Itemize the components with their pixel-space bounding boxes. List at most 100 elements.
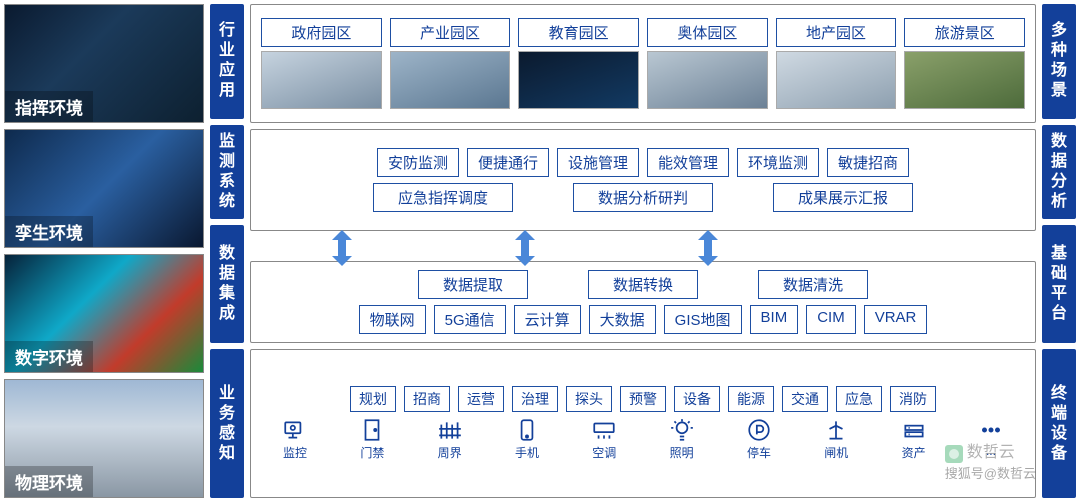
category-label: 基础平台 <box>1042 225 1076 343</box>
tag: 数据清洗 <box>758 270 868 299</box>
icon-label: 空调 <box>592 444 616 461</box>
app-label: 奥体园区 <box>647 18 768 47</box>
app-card: 政府园区 <box>261 18 382 109</box>
app-label: 产业园区 <box>390 18 511 47</box>
terminal-icon-item: 空调 <box>576 418 632 461</box>
panel-integration: 数据提取数据转换数据清洗 物联网5G通信云计算大数据GIS地图BIMCIMVRA… <box>250 261 1036 343</box>
parking-icon <box>746 418 772 442</box>
asset-icon <box>901 418 927 442</box>
tag: 物联网 <box>359 305 426 334</box>
icon-label: 手机 <box>515 444 539 461</box>
fence-icon <box>437 418 463 442</box>
tag: 大数据 <box>589 305 656 334</box>
tag: 设施管理 <box>557 148 639 177</box>
tag: 招商 <box>404 386 450 412</box>
category-label: 业务感知 <box>210 349 244 498</box>
monitor-row2: 应急指挥调度 数据分析研判 成果展示汇报 <box>261 183 1025 212</box>
right-category-bar: 多种场景数据分析基础平台终端设备 <box>1042 4 1076 498</box>
app-thumb <box>776 51 897 109</box>
app-label: 旅游景区 <box>904 18 1025 47</box>
tag: 数据提取 <box>418 270 528 299</box>
monitor-row1: 安防监测便捷通行设施管理能效管理环境监测敏捷招商 <box>261 148 1025 177</box>
env-card: 孪生环境 <box>4 129 204 248</box>
tag: 应急指挥调度 <box>373 183 513 212</box>
diagram-root: 指挥环境 孪生环境 数字环境 物理环境 行业应用监测系统数据集成业务感知 政府园… <box>0 0 1080 502</box>
light-icon <box>669 418 695 442</box>
tag: 预警 <box>620 386 666 412</box>
tag: 安防监测 <box>377 148 459 177</box>
more-icon <box>978 418 1004 442</box>
panel-perception: 规划招商运营治理探头预警设备能源交通应急消防 监控 门禁 周界 手机 空调 照明… <box>250 349 1036 498</box>
app-label: 政府园区 <box>261 18 382 47</box>
tag: CIM <box>806 305 856 334</box>
tag: GIS地图 <box>664 305 742 334</box>
tag: VRAR <box>864 305 928 334</box>
category-label: 数据分析 <box>1042 125 1076 219</box>
tag: 数据分析研判 <box>573 183 713 212</box>
tag: 环境监测 <box>737 148 819 177</box>
terminal-icon-item: 资产 <box>886 418 942 461</box>
panel-monitor: 安防监测便捷通行设施管理能效管理环境监测敏捷招商 应急指挥调度 数据分析研判 成果展… <box>250 129 1036 230</box>
tag: 交通 <box>782 386 828 412</box>
tag: 消防 <box>890 386 936 412</box>
tag: 设备 <box>674 386 720 412</box>
icon-label: 监控 <box>283 444 307 461</box>
category-label: 多种场景 <box>1042 4 1076 119</box>
app-thumb <box>518 51 639 109</box>
terminal-icon-item: 监控 <box>267 418 323 461</box>
arrow-row-top <box>250 237 800 259</box>
phone-icon <box>514 418 540 442</box>
tag: 运营 <box>458 386 504 412</box>
tag: 治理 <box>512 386 558 412</box>
app-thumb <box>261 51 382 109</box>
app-thumb <box>390 51 511 109</box>
app-card: 产业园区 <box>390 18 511 109</box>
category-label: 终端设备 <box>1042 349 1076 498</box>
perception-tags: 规划招商运营治理探头预警设备能源交通应急消防 <box>261 386 1025 412</box>
tag: 能效管理 <box>647 148 729 177</box>
gate-icon <box>359 418 385 442</box>
tag: 能源 <box>728 386 774 412</box>
terminal-icon-item: 闸机 <box>808 418 864 461</box>
env-label: 孪生环境 <box>5 216 93 247</box>
env-label: 数字环境 <box>5 341 93 372</box>
app-thumb <box>647 51 768 109</box>
tag: 云计算 <box>514 305 581 334</box>
app-label: 教育园区 <box>518 18 639 47</box>
tag: 数据转换 <box>588 270 698 299</box>
app-label: 地产园区 <box>776 18 897 47</box>
app-card: 旅游景区 <box>904 18 1025 109</box>
integration-block: 数据提取数据转换数据清洗 物联网5G通信云计算大数据GIS地图BIMCIMVRA… <box>250 237 1036 343</box>
terminal-icon-item: 门禁 <box>344 418 400 461</box>
icon-label: 资产 <box>902 444 926 461</box>
tag: 成果展示汇报 <box>773 183 913 212</box>
perception-icons: 监控 门禁 周界 手机 空调 照明 停车 闸机 资产 ... <box>261 418 1025 461</box>
icon-label: 照明 <box>670 444 694 461</box>
terminal-icon-item: ... <box>963 418 1019 461</box>
left-category-bar: 行业应用监测系统数据集成业务感知 <box>210 4 244 498</box>
monitor-icon <box>282 418 308 442</box>
tag: 敏捷招商 <box>827 148 909 177</box>
env-label: 指挥环境 <box>5 91 93 122</box>
env-card: 指挥环境 <box>4 4 204 123</box>
tag: 5G通信 <box>434 305 506 334</box>
tag: 便捷通行 <box>467 148 549 177</box>
app-row: 政府园区 产业园区 教育园区 奥体园区 地产园区 旅游景区 <box>261 18 1025 109</box>
app-thumb <box>904 51 1025 109</box>
terminal-icon-item: 手机 <box>499 418 555 461</box>
app-card: 奥体园区 <box>647 18 768 109</box>
env-column: 指挥环境 孪生环境 数字环境 物理环境 <box>4 4 204 498</box>
turnstile-icon <box>823 418 849 442</box>
terminal-icon-item: 停车 <box>731 418 787 461</box>
tag: 规划 <box>350 386 396 412</box>
panel-apps: 政府园区 产业园区 教育园区 奥体园区 地产园区 旅游景区 <box>250 4 1036 123</box>
app-card: 教育园区 <box>518 18 639 109</box>
app-card: 地产园区 <box>776 18 897 109</box>
mid-content: 政府园区 产业园区 教育园区 奥体园区 地产园区 旅游景区 安防监测便捷通行设施… <box>250 4 1036 498</box>
ac-icon <box>591 418 617 442</box>
icon-label: ... <box>986 444 996 458</box>
icon-label: 周界 <box>438 444 462 461</box>
integration-row2: 物联网5G通信云计算大数据GIS地图BIMCIMVRAR <box>261 305 1025 334</box>
terminal-icon-item: 周界 <box>422 418 478 461</box>
category-label: 监测系统 <box>210 125 244 219</box>
